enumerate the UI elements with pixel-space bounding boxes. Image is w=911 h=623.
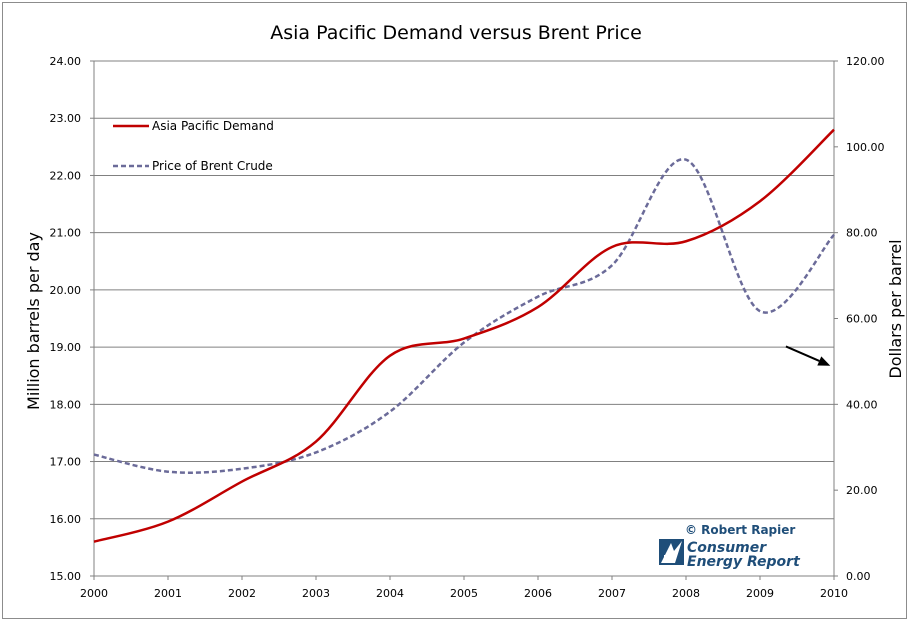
y-left-tick-label-4: 19.00 (50, 341, 82, 354)
y-left-tick-label-1: 16.00 (50, 513, 82, 526)
series-line-asia-pacific-demand (93, 128, 835, 543)
x-tick-label-10: 2010 (820, 587, 848, 600)
annotation-arrow-line (785, 345, 820, 362)
x-tick-label-4: 2004 (376, 587, 404, 600)
brand-line-1: Consumer (687, 540, 767, 556)
x-tick-label-6: 2006 (524, 587, 552, 600)
y-left-tick-label-5: 20.00 (50, 284, 82, 297)
y-left-tick-label-3: 18.00 (50, 398, 82, 411)
y-axis-left-title: Million barrels per day (24, 232, 43, 410)
legend-label-brent-crude: Price of Brent Crude (152, 159, 273, 173)
x-tick-label-1: 2001 (154, 587, 182, 600)
x-tick-label-8: 2008 (672, 587, 700, 600)
legend: Asia Pacific Demand Price of Brent Crude (113, 119, 274, 173)
x-tick-label-7: 2007 (598, 587, 626, 600)
chart-svg: 15.00 16.00 17.00 18.00 19.00 20.00 21.00 22.00… (24, 22, 905, 600)
x-tick-label-0: 2000 (80, 587, 108, 600)
plot-area-border (93, 60, 835, 577)
consumer-energy-report-logo-icon (659, 539, 684, 565)
credit-block: © Robert Rapier Consumer Energy Report (659, 523, 801, 570)
y-left-tick-label-6: 21.00 (50, 227, 82, 240)
grid-layer (94, 60, 834, 577)
series-line-brent-crude (93, 158, 835, 474)
x-tick-label-3: 2003 (302, 587, 330, 600)
brand-line-2: Energy Report (687, 554, 801, 570)
annotation-arrow-head (817, 356, 831, 366)
annotation-arrow (785, 345, 831, 366)
y-right-tick-label-4: 80.00 (846, 227, 878, 240)
axis-layer: 15.00 16.00 17.00 18.00 19.00 20.00 21.00 22.00… (50, 55, 885, 600)
series-layer (93, 128, 835, 543)
y-right-tick-label-6: 120.00 (846, 55, 885, 68)
y-left-tick-label-8: 23.00 (50, 112, 82, 125)
y-right-tick-label-3: 60.00 (846, 313, 878, 326)
y-left-tick-label-9: 24.00 (50, 55, 82, 68)
y-right-tick-label-1: 20.00 (846, 484, 878, 497)
x-tick-label-2: 2002 (228, 587, 256, 600)
y-left-tick-label-0: 15.00 (50, 570, 82, 583)
x-tick-label-9: 2009 (746, 587, 774, 600)
copyright-text: © Robert Rapier (685, 523, 795, 537)
y-right-tick-label-5: 100.00 (846, 141, 885, 154)
legend-label-asia-pacific-demand: Asia Pacific Demand (152, 119, 274, 133)
y-left-tick-label-2: 17.00 (50, 456, 82, 469)
y-right-tick-label-0: 0.00 (846, 570, 871, 583)
y-axis-right-title: Dollars per barrel (886, 239, 905, 378)
y-left-tick-label-7: 22.00 (50, 169, 82, 182)
y-right-tick-label-2: 40.00 (846, 398, 878, 411)
chart-title: Asia Pacific Demand versus Brent Price (270, 22, 642, 44)
x-tick-label-5: 2005 (450, 587, 478, 600)
